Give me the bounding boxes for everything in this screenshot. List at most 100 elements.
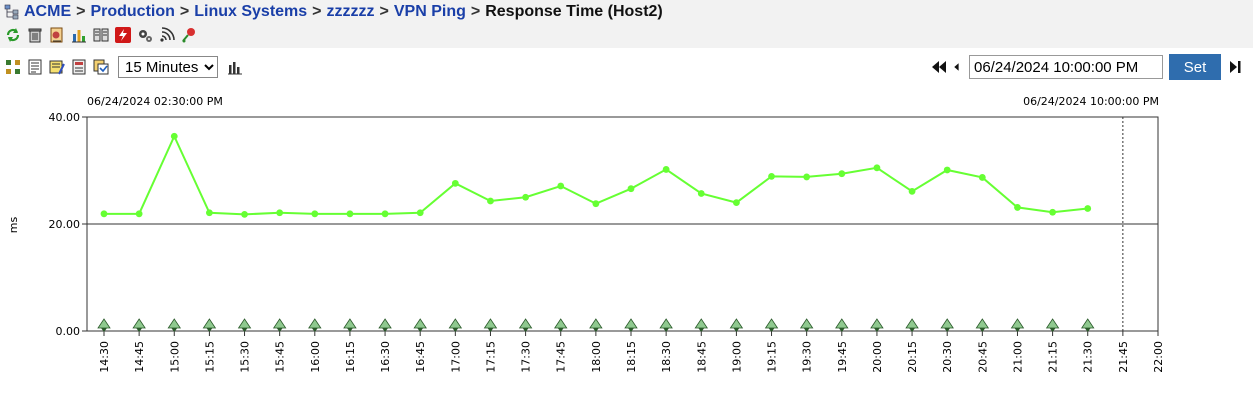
config-icon[interactable]	[92, 26, 110, 44]
status-marker-base-icon	[663, 328, 670, 332]
status-marker-icon	[413, 318, 427, 329]
data-point	[170, 132, 178, 140]
toolbar-primary	[4, 26, 198, 44]
x-tick-label: 20:15	[906, 341, 919, 373]
x-tick-label: 20:00	[871, 341, 884, 373]
datetime-input[interactable]	[969, 55, 1163, 79]
status-marker-base-icon	[628, 328, 634, 332]
data-point	[697, 190, 705, 197]
data-point	[311, 210, 319, 218]
data-point	[627, 185, 635, 193]
toolbar-secondary: 15 Minutes	[4, 56, 244, 78]
set-button[interactable]: Set	[1169, 54, 1221, 80]
x-tick-label: 21:00	[1011, 341, 1024, 373]
status-marker-icon	[624, 318, 638, 329]
report-icon[interactable]	[48, 26, 66, 44]
breadcrumb-separator: >	[179, 3, 190, 20]
status-marker-base-icon	[768, 328, 775, 332]
trash-icon[interactable]	[26, 26, 44, 44]
copy-icon[interactable]	[92, 58, 110, 76]
data-point	[943, 166, 951, 174]
breadcrumb-vpn-ping[interactable]: VPN Ping	[393, 3, 466, 20]
status-marker-icon	[237, 318, 252, 329]
x-tick-label: 16:00	[309, 341, 322, 373]
data-point	[241, 210, 248, 218]
status-marker-base-icon	[417, 328, 424, 332]
x-tick-label: 18:30	[660, 341, 673, 373]
status-marker-base-icon	[311, 328, 318, 332]
x-tick-label: 21:45	[1117, 341, 1130, 373]
status-marker-icon	[694, 318, 709, 329]
status-marker-icon	[308, 318, 322, 329]
interval-select[interactable]: 15 Minutes	[118, 56, 218, 78]
status-marker-icon	[975, 318, 990, 329]
status-marker-icon	[835, 318, 849, 329]
document-icon[interactable]	[26, 58, 44, 76]
pin-icon[interactable]	[180, 26, 198, 44]
skip-to-end-icon[interactable]	[1227, 58, 1243, 76]
flash-icon[interactable]	[114, 26, 132, 44]
data-point	[592, 200, 600, 208]
x-tick-label: 15:00	[168, 341, 181, 373]
status-marker-icon	[202, 318, 217, 329]
status-marker-base-icon	[909, 328, 916, 332]
status-marker-base-icon	[101, 328, 107, 332]
status-marker-icon	[729, 318, 744, 329]
breadcrumb-current: Response Time (Host2)	[485, 3, 663, 20]
status-marker-base-icon	[276, 328, 283, 332]
x-tick-label: 16:45	[414, 341, 427, 373]
data-point	[487, 197, 494, 205]
x-tick-label: 17:45	[555, 341, 568, 373]
x-tick-label: 19:45	[836, 341, 849, 373]
x-tick-label: 15:15	[203, 341, 216, 373]
data-point	[733, 199, 740, 206]
status-marker-base-icon	[979, 328, 986, 332]
status-marker-base-icon	[557, 328, 564, 332]
x-tick-label: 21:15	[1047, 341, 1060, 373]
notes-icon[interactable]	[48, 58, 66, 76]
breadcrumb-acme[interactable]: ACME	[24, 3, 72, 20]
data-point	[1049, 208, 1056, 216]
rewind-icon[interactable]	[931, 58, 947, 76]
status-marker-icon	[167, 318, 182, 329]
breadcrumb-linux-systems[interactable]: Linux Systems	[194, 3, 308, 20]
breadcrumb-zzzzzz[interactable]: zzzzzz	[326, 3, 375, 20]
breadcrumb-separator: >	[470, 3, 481, 20]
tree-icon	[4, 4, 19, 20]
status-marker-icon	[553, 318, 568, 329]
time-navigation: Set	[931, 54, 1243, 80]
x-tick-label: 18:45	[695, 341, 708, 373]
status-marker-icon	[343, 318, 357, 329]
status-marker-icon	[905, 318, 919, 329]
status-marker-icon	[799, 318, 814, 329]
status-marker-base-icon	[382, 328, 389, 332]
data-point	[873, 164, 881, 172]
status-marker-base-icon	[733, 328, 740, 332]
list-icon[interactable]	[70, 58, 88, 76]
status-marker-icon	[132, 318, 146, 329]
y-tick-label: 40.00	[49, 111, 81, 124]
refresh-icon[interactable]	[4, 26, 22, 44]
status-marker-base-icon	[487, 328, 494, 332]
x-tick-label: 17:00	[449, 341, 462, 373]
x-tick-label: 22:00	[1152, 341, 1165, 373]
y-axis-label: ms	[7, 217, 20, 234]
status-marker-icon	[940, 318, 954, 329]
breadcrumb-production[interactable]: Production	[90, 3, 175, 20]
chart-bars-icon[interactable]	[70, 26, 88, 44]
gears-icon[interactable]	[136, 26, 154, 44]
status-marker-icon	[97, 318, 111, 329]
step-back-icon[interactable]	[953, 58, 963, 76]
data-point	[522, 193, 529, 201]
status-marker-base-icon	[522, 328, 529, 332]
x-tick-label: 19:15	[766, 341, 779, 373]
x-tick-label: 15:45	[274, 341, 287, 373]
hierarchy-icon[interactable]	[4, 58, 22, 76]
data-point	[1084, 205, 1092, 212]
x-tick-label: 17:30	[520, 341, 533, 373]
bar-chart-icon[interactable]	[226, 58, 244, 76]
signal-icon[interactable]	[158, 26, 176, 44]
status-marker-icon	[378, 318, 392, 329]
status-marker-base-icon	[803, 328, 810, 332]
data-point	[135, 210, 143, 218]
